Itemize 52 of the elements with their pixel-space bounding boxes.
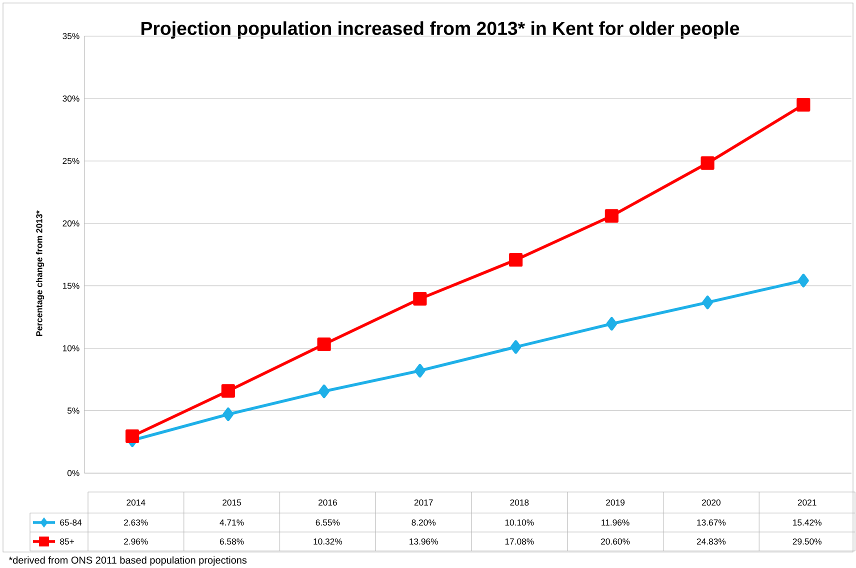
point (317, 337, 331, 352)
point (702, 296, 714, 310)
data-label: 17.08% (505, 538, 534, 545)
data-label: 20.60% (601, 538, 630, 545)
point (510, 340, 522, 354)
y-tick-label: 30% (62, 95, 80, 102)
data-label: 6.55% (316, 519, 340, 526)
point (798, 274, 809, 288)
point (509, 253, 523, 267)
data-label: 4.71% (220, 519, 244, 526)
data-label: 24.83% (696, 538, 726, 545)
y-tick-label: 5% (67, 408, 80, 414)
y-axis-title: Percentage change from 2013* (36, 210, 44, 336)
y-tick-label: 35% (62, 33, 80, 40)
data-label: 2.63% (124, 519, 148, 526)
x-tick-label: 2021 (798, 499, 816, 506)
point (414, 364, 426, 378)
data-label: 29.50% (792, 538, 822, 545)
y-tick-label: 15% (62, 282, 80, 289)
legend-label: 85+ (60, 538, 74, 545)
y-tick-label: 10% (62, 345, 80, 352)
data-label: 13.67% (697, 519, 726, 526)
data-label: 8.20% (412, 519, 436, 526)
y-tick-label: 0% (67, 470, 80, 476)
point (318, 384, 330, 398)
point (604, 209, 618, 223)
x-tick-label: 2020 (702, 499, 720, 506)
point (606, 316, 618, 331)
x-tick-label: 2015 (222, 499, 242, 506)
point (222, 408, 234, 422)
x-tick-label: 2016 (318, 499, 337, 506)
data-label: 10.32% (314, 538, 342, 545)
point (796, 98, 810, 112)
x-tick-label: 2018 (510, 499, 529, 506)
x-tick-label: 2019 (606, 499, 625, 506)
chart-title: Projection population increased from 2013* in Kent for older people (142, 21, 740, 39)
data-label: 15.42% (793, 519, 822, 526)
x-tick-label: 2014 (126, 499, 146, 506)
x-tick-label: 2017 (414, 499, 433, 506)
y-tick-label: 20% (62, 220, 80, 226)
data-label: 10.10% (505, 519, 534, 526)
legend-label: 65-84 (60, 519, 82, 526)
point (221, 384, 235, 398)
data-label: 2.96% (124, 538, 148, 545)
point (700, 156, 714, 170)
point (413, 292, 427, 306)
data-label: 13.96% (410, 538, 438, 545)
y-tick-label: 25% (62, 158, 80, 164)
point (126, 429, 140, 443)
data-label: 11.96% (602, 519, 630, 526)
text: *derived from ONS 2011 based population projections (8, 556, 247, 566)
data-label: 6.58% (220, 538, 244, 545)
